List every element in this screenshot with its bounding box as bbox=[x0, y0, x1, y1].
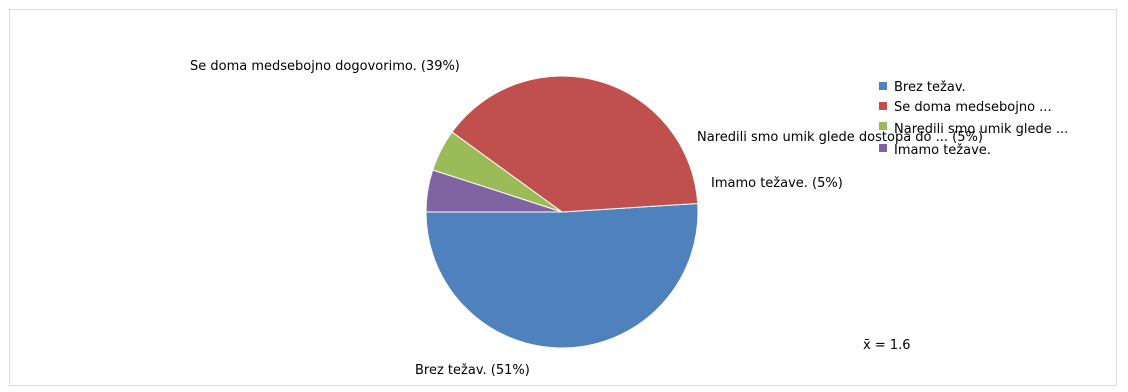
legend-swatch-se-doma bbox=[879, 102, 887, 110]
legend-label-naredili: Naredili smo umik glede ... bbox=[894, 122, 1068, 137]
slice-labels: Brez težav. (51%) Se doma medsebojno dog… bbox=[190, 59, 983, 378]
pie-slice-imamo-tezave bbox=[425, 169, 563, 213]
slice-label-brez-tezav: Brez težav. (51%) bbox=[415, 363, 530, 378]
slice-label-se-doma: Se doma medsebojno dogovorimo. (39%) bbox=[190, 59, 460, 74]
pie-slice-se-doma bbox=[451, 75, 699, 213]
slice-label-imamo-tezave: Imamo težave. (5%) bbox=[711, 176, 843, 191]
legend-swatch-brez-tezav bbox=[879, 82, 887, 90]
mean-value: x̄ = 1.6 bbox=[863, 338, 911, 353]
legend-swatch-naredili bbox=[879, 122, 887, 130]
pie-slice-brez-tezav bbox=[425, 202, 699, 349]
legend: Brez težav. Se doma medsebojno ... Nared… bbox=[879, 80, 1068, 158]
legend-label-se-doma: Se doma medsebojno ... bbox=[894, 100, 1052, 115]
legend-label-imamo-tezave: Imamo težave. bbox=[894, 143, 991, 158]
pie-slices bbox=[425, 75, 699, 349]
legend-label-brez-tezav: Brez težav. bbox=[894, 80, 966, 95]
legend-swatch-imamo-tezave bbox=[879, 144, 887, 152]
slice-label-naredili: Naredili smo umik glede dostopa do ... (… bbox=[697, 130, 983, 145]
